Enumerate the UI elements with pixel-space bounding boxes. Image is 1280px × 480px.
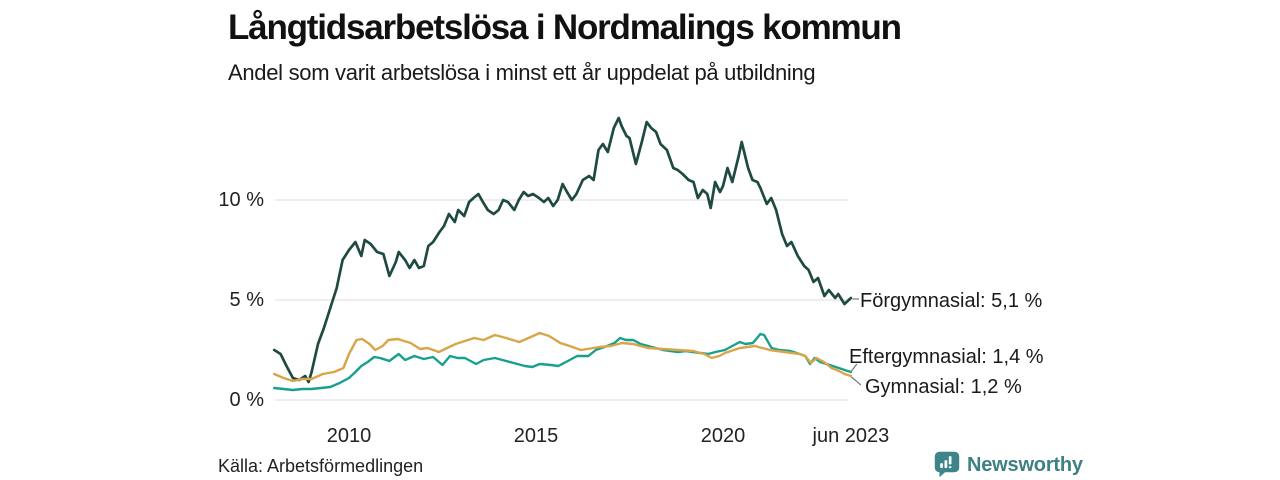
x-axis-tick-label: 2015 bbox=[513, 425, 559, 447]
x-axis-tick-label: 2020 bbox=[700, 425, 746, 447]
newsworthy-wordmark: Newsworthy bbox=[967, 453, 1083, 476]
y-axis-tick-label: 10 % bbox=[218, 189, 264, 211]
y-axis-tick-label: 5 % bbox=[229, 289, 264, 311]
series-label-forgymnasial: Förgymnasial: 5,1 % bbox=[860, 290, 1043, 312]
chart-title: Långtidsarbetslösa i Nordmalings kommun bbox=[228, 8, 902, 47]
chart-subtitle: Andel som varit arbetslösa i minst ett å… bbox=[228, 60, 816, 85]
y-axis-tick-label: 0 % bbox=[229, 389, 264, 411]
series-label-gymnasial: Gymnasial: 1,2 % bbox=[865, 376, 1022, 398]
x-axis-tick-label: 2010 bbox=[326, 425, 372, 447]
newsworthy-logo-icon bbox=[934, 451, 960, 478]
series-label-eftergymnasial: Eftergymnasial: 1,4 % bbox=[849, 346, 1044, 368]
x-axis-tick-label: jun 2023 bbox=[812, 425, 890, 447]
newsworthy-brand: Newsworthy bbox=[934, 451, 1083, 478]
source-note: Källa: Arbetsförmedlingen bbox=[218, 456, 424, 476]
